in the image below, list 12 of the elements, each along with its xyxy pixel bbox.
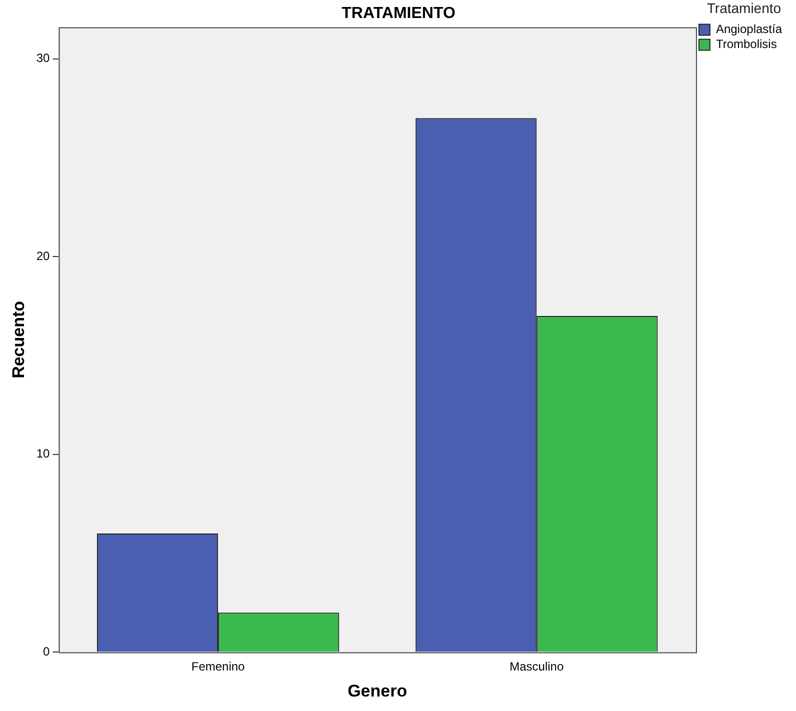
legend-label: Trombolisis: [716, 37, 777, 52]
y-tick-label: 30: [36, 51, 50, 66]
x-tick-label: Femenino: [191, 660, 246, 674]
y-axis-title: Recuento: [8, 300, 28, 378]
y-tick-label: 0: [43, 644, 50, 659]
x-axis-title: Genero: [348, 681, 408, 700]
x-tick-label: Masculino: [510, 660, 564, 674]
y-tick-label: 20: [36, 248, 50, 263]
y-tick-label: 10: [36, 446, 50, 461]
legend-title: Tratamiento: [706, 0, 782, 16]
legend-label: Angioplastía: [716, 22, 782, 36]
chart-title: TRATAMIENTO: [342, 5, 456, 22]
